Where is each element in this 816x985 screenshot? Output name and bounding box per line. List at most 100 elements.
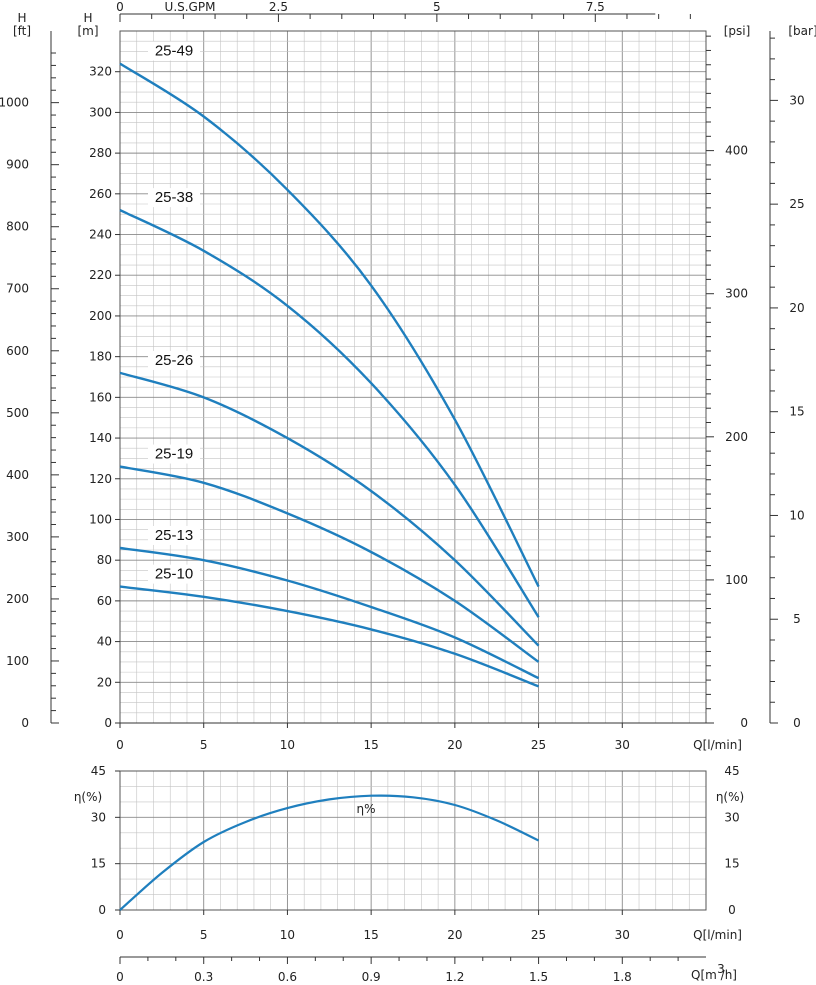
- plot-frame: [119, 770, 707, 911]
- eff-y-tick-label-right: 0: [728, 903, 736, 917]
- y-tick-label: 240: [89, 228, 112, 242]
- y-tick-label: 180: [89, 350, 112, 364]
- m3h-tick-label: 1.2: [445, 970, 464, 984]
- curve-label-25-19: 25-19: [155, 446, 193, 463]
- y-tick-label: 80: [97, 553, 112, 567]
- x-tick-label: 5: [200, 738, 208, 752]
- y-tick-label: 20: [97, 675, 112, 689]
- psi-tick-label: 0: [740, 716, 748, 730]
- efficiency-curve-label: η%: [356, 802, 375, 816]
- gpm-axis-label: U.S.GPM: [165, 0, 216, 14]
- y-tick-label: 260: [89, 187, 112, 201]
- y-tick-label: 200: [89, 309, 112, 323]
- eff-x-tick-label: 25: [531, 928, 546, 942]
- x-tick-label: 10: [280, 738, 295, 752]
- y-tick-label: 40: [97, 635, 112, 649]
- x-tick-label: 20: [447, 738, 462, 752]
- m3h-tick-label: 0: [116, 970, 124, 984]
- head-chart-grid: [119, 30, 707, 724]
- gpm-tick-label: 7.5: [586, 0, 605, 14]
- m3h-axis-label: Q[m /h]: [691, 968, 737, 982]
- m3h-tick-label: 0.3: [194, 970, 213, 984]
- m3h-tick-label: 0.6: [278, 970, 297, 984]
- ft-tick-label: 100: [6, 654, 29, 668]
- ft-tick-label: 0: [21, 716, 29, 730]
- x-tick-label: 30: [615, 738, 630, 752]
- curve-25-26: [119, 371, 540, 647]
- bar-tick-label: 10: [789, 508, 804, 522]
- curve-label-25-49: 25-49: [155, 43, 193, 60]
- curve-label-bg: [148, 564, 200, 584]
- curve-25-10: [119, 585, 540, 688]
- eff-x-tick-label: 5: [200, 928, 208, 942]
- curve-label-bg: [148, 444, 200, 464]
- ft-tick-label: 500: [6, 406, 29, 420]
- series-layer: [119, 62, 540, 911]
- curve-label-bg: [148, 350, 200, 370]
- curve-label-25-26: 25-26: [155, 352, 193, 369]
- m3h-tick-label: 1.8: [613, 970, 632, 984]
- curve-25-38: [119, 209, 540, 618]
- eff-y-tick-label-right: 45: [724, 764, 739, 778]
- m3h-tick-label: 1.5: [529, 970, 548, 984]
- bar-tick-label: 25: [789, 197, 804, 211]
- ft-tick-label: 200: [6, 592, 29, 606]
- ft-tick-label: 1000: [0, 96, 29, 110]
- x-tick-label: 15: [364, 738, 379, 752]
- y-axis-label-unit: [m]: [77, 24, 98, 38]
- y-tick-label: 0: [104, 716, 112, 730]
- gpm-tick-label: 5: [433, 0, 441, 14]
- y-tick-label: 160: [89, 390, 112, 404]
- efficiency-chart-grid: [119, 770, 707, 911]
- eff-x-tick-label: 20: [447, 928, 462, 942]
- y-tick-label: 280: [89, 146, 112, 160]
- eff-x-tick-label: 15: [364, 928, 379, 942]
- ft-tick-label: 800: [6, 220, 29, 234]
- curve-label-25-13: 25-13: [155, 527, 193, 544]
- y-tick-label: 100: [89, 512, 112, 526]
- eff-x-tick-label: 30: [615, 928, 630, 942]
- eff-x-tick-label: 0: [116, 928, 124, 942]
- x-tick-label: 0: [116, 738, 124, 752]
- curve-label-25-38: 25-38: [155, 189, 193, 206]
- bar-tick-label: 20: [789, 301, 804, 315]
- x-axis-label: Q[l/min]: [693, 738, 742, 752]
- eff-x-tick-label: 10: [280, 928, 295, 942]
- ft-tick-label: 300: [6, 530, 29, 544]
- y-tick-label: 60: [97, 594, 112, 608]
- eff-y-tick-label-right: 15: [724, 857, 739, 871]
- y-tick-label: 220: [89, 268, 112, 282]
- curve-25-49: [119, 62, 540, 588]
- ft-tick-label: 400: [6, 468, 29, 482]
- psi-tick-label: 100: [725, 573, 748, 587]
- eff-x-axis-label: Q[l/min]: [693, 928, 742, 942]
- eff-y-tick-label-left: 45: [91, 764, 106, 778]
- efficiency-curve: [119, 794, 540, 911]
- curve-label-25-10: 25-10: [155, 566, 193, 583]
- y-tick-label: 320: [89, 65, 112, 79]
- y-axis-label-h: H: [83, 11, 92, 25]
- bar-axis-label: [bar]: [788, 24, 816, 38]
- eff-y-tick-label-left: 0: [98, 903, 106, 917]
- psi-tick-label: 300: [725, 287, 748, 301]
- eff-y-axis-label-right: η(%): [716, 790, 744, 804]
- curve-label-bg: [148, 188, 200, 208]
- ft-axis-label-h: H: [17, 11, 26, 25]
- bar-tick-label: 0: [793, 716, 801, 730]
- eff-y-axis-label-left: η(%): [74, 790, 102, 804]
- labels-layer: 25-49 25-38 25-26 25-19 25-13 25-10 η%: [148, 41, 376, 816]
- ft-axis-label-unit: [ft]: [13, 24, 31, 38]
- curve-25-19: [119, 465, 540, 663]
- gpm-tick-label: 2.5: [269, 0, 288, 14]
- m3h-tick-label: 0.9: [362, 970, 381, 984]
- m3h-axis-superscript: 3: [717, 962, 725, 976]
- curve-label-bg: [148, 41, 200, 61]
- psi-tick-label: 200: [725, 430, 748, 444]
- bar-tick-label: 5: [793, 612, 801, 626]
- curve-label-bg: [148, 525, 200, 545]
- ft-tick-label: 600: [6, 344, 29, 358]
- psi-axis-label: [psi]: [724, 24, 751, 38]
- y-tick-label: 300: [89, 105, 112, 119]
- eff-y-tick-label-left: 15: [91, 857, 106, 871]
